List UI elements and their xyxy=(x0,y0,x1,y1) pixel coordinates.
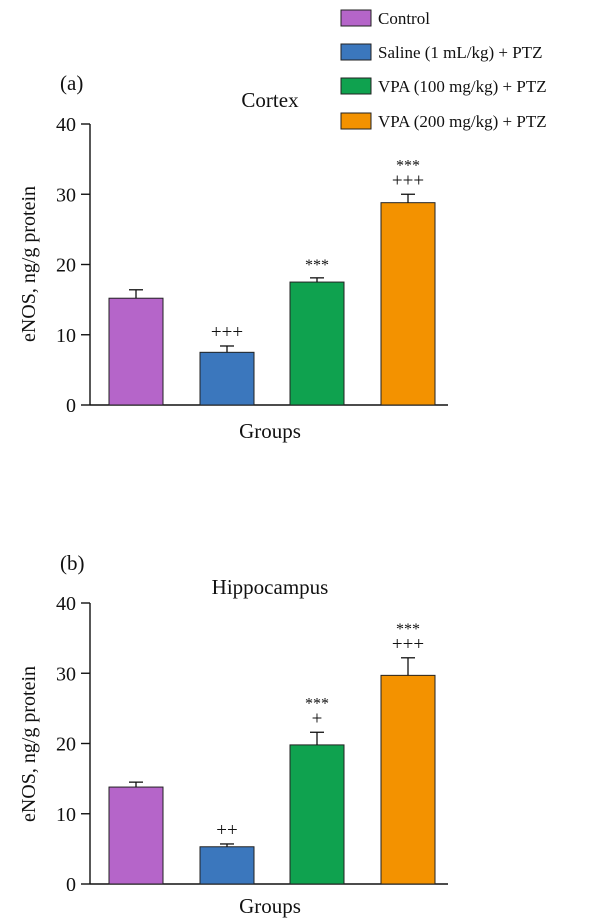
x-axis-label-cortex: Groups xyxy=(239,419,301,443)
error-bar-hippocampus-vpa-200 xyxy=(401,657,415,676)
significance-label-cortex-vpa-100-0: *** xyxy=(305,257,329,274)
y-axis-label-cortex: eNOS, ng/g protein xyxy=(18,186,40,342)
significance-label-cortex-vpa-200-0: *** xyxy=(396,157,420,174)
error-bar-cortex-vpa-100 xyxy=(310,277,324,283)
significance-label-hippocampus-vpa-100-1: + xyxy=(312,708,323,729)
error-bar-cortex-saline xyxy=(220,345,234,353)
significance-label-cortex-vpa-200-1: +++ xyxy=(392,170,424,191)
y-axis-label-hippocampus: eNOS, ng/g protein xyxy=(18,666,40,822)
legend: Control Saline (1 mL/kg) + PTZ VPA (100 … xyxy=(340,9,547,131)
y-tick-label-hippocampus-20: 20 xyxy=(56,734,76,756)
y-tick-label-hippocampus-0: 0 xyxy=(66,874,76,896)
y-tick-label-cortex-40: 40 xyxy=(56,114,76,136)
bar-cortex-control xyxy=(108,297,164,406)
bars-cortex: +++***+++*** xyxy=(108,157,436,406)
error-bar-cortex-control xyxy=(129,289,143,299)
panel-cortex: (a) Cortex eNOS, ng/g protein Groups 0 10… xyxy=(18,71,448,443)
chart-title-cortex: Cortex xyxy=(241,88,299,112)
bar-cortex-saline xyxy=(199,351,255,406)
bar-hippocampus-saline xyxy=(199,846,255,885)
bar-cortex-vpa-200 xyxy=(380,202,436,406)
legend-swatch-vpa-100 xyxy=(340,77,372,95)
bar-hippocampus-control xyxy=(108,786,164,885)
bar-cortex-vpa-100 xyxy=(289,281,345,406)
legend-swatch-saline xyxy=(340,43,372,61)
y-tick-label-cortex-20: 20 xyxy=(56,255,76,277)
significance-label-hippocampus-vpa-100-0: *** xyxy=(305,695,329,712)
y-tick-label-cortex-10: 10 xyxy=(56,325,76,347)
error-bar-hippocampus-vpa-100 xyxy=(310,731,324,745)
panel-label-a: (a) xyxy=(60,71,83,95)
legend-label-saline: Saline (1 mL/kg) + PTZ xyxy=(378,43,542,62)
significance-label-hippocampus-saline-0: ++ xyxy=(216,820,237,841)
error-bar-hippocampus-saline xyxy=(220,843,234,847)
error-bar-cortex-vpa-200 xyxy=(401,193,415,203)
legend-label-control: Control xyxy=(378,9,430,28)
legend-swatch-vpa-200 xyxy=(340,112,372,130)
y-tick-label-cortex-30: 30 xyxy=(56,184,76,206)
x-axis-label-hippocampus: Groups xyxy=(239,894,301,918)
legend-label-vpa-200: VPA (200 mg/kg) + PTZ xyxy=(378,112,547,131)
panel-hippocampus: (b) Hippocampus eNOS, ng/g protein Group… xyxy=(18,551,448,918)
y-tick-label-cortex-0: 0 xyxy=(66,395,76,417)
chart-title-hippocampus: Hippocampus xyxy=(212,575,329,599)
bar-hippocampus-vpa-200 xyxy=(380,674,436,885)
y-axis-cortex: 0 10 20 30 40 xyxy=(56,114,91,417)
panel-label-b: (b) xyxy=(60,551,85,575)
y-axis-hippocampus: 0 10 20 30 40 xyxy=(56,593,91,896)
bars-hippocampus: +++***+++*** xyxy=(108,621,436,885)
significance-label-hippocampus-vpa-200-0: *** xyxy=(396,621,420,638)
bar-hippocampus-vpa-100 xyxy=(289,744,345,885)
error-bar-hippocampus-control xyxy=(129,781,143,788)
y-tick-label-hippocampus-10: 10 xyxy=(56,804,76,826)
significance-label-hippocampus-vpa-200-1: +++ xyxy=(392,634,424,655)
legend-swatch-control xyxy=(340,9,372,27)
y-tick-label-hippocampus-30: 30 xyxy=(56,663,76,685)
significance-label-cortex-saline-0: +++ xyxy=(211,322,243,343)
y-tick-label-hippocampus-40: 40 xyxy=(56,593,76,615)
legend-label-vpa-100: VPA (100 mg/kg) + PTZ xyxy=(378,77,547,96)
